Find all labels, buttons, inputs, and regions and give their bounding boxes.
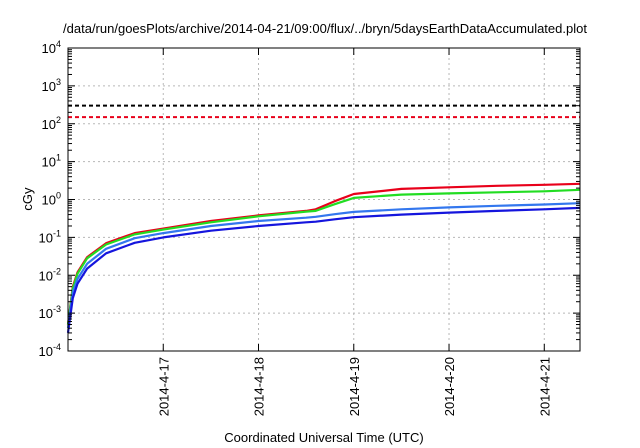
x-tick-label: 2014-4-19: [347, 357, 362, 416]
y-tick-label: 10-3: [39, 304, 61, 321]
series-line: [66, 202, 581, 329]
x-tick-label: 2014-4-17: [156, 357, 171, 416]
y-tick-label: 10-2: [39, 266, 61, 283]
y-tick-label: 100: [42, 191, 61, 208]
x-tick-label: 2014-4-20: [442, 357, 457, 416]
y-tick-label: 104: [42, 39, 61, 56]
series-lines: [66, 182, 581, 334]
x-axis-label: Coordinated Universal Time (UTC): [224, 430, 423, 445]
threshold-lines: [68, 104, 580, 119]
y-tick-label: 102: [42, 115, 61, 132]
y-tick-label: 10-4: [39, 342, 61, 359]
x-tick-labels: 2014-4-17 2014-4-18 2014-4-19 2014-4-20 2014…: [156, 357, 552, 416]
x-tick-label: 2014-4-18: [252, 357, 267, 416]
x-tick-label: 2014-4-21: [537, 357, 552, 416]
y-axis-label: cGy: [20, 187, 35, 211]
grid: [68, 48, 580, 351]
series-line: [66, 206, 581, 334]
y-tick-label: 103: [42, 77, 61, 94]
y-tick-labels: 10-4 10-3 10-2 10-1 100 101 102 103 104: [39, 39, 61, 359]
y-tick-label: 101: [42, 153, 61, 170]
series-line: [66, 188, 581, 325]
y-tick-label: 10-1: [39, 228, 61, 245]
ticks: [68, 47, 580, 352]
chart-title: /data/run/goesPlots/archive/2014-04-21/0…: [63, 21, 587, 36]
